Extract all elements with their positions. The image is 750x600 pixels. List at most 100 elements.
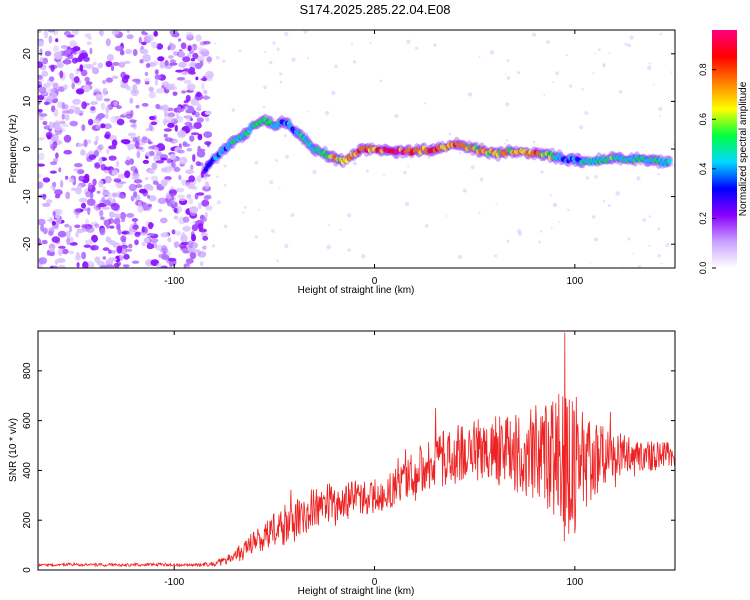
noise-blob bbox=[111, 192, 118, 198]
noise-speck bbox=[424, 102, 427, 105]
noise-blob bbox=[202, 95, 211, 100]
noise-blob bbox=[49, 170, 57, 174]
snr-x-axis-label: Height of straight line (km) bbox=[298, 586, 415, 597]
noise-blob bbox=[87, 198, 94, 202]
noise-speck bbox=[448, 132, 452, 136]
noise-blob bbox=[100, 216, 105, 221]
noise-speck bbox=[478, 56, 481, 58]
noise-speck bbox=[263, 85, 268, 90]
noise-speck bbox=[462, 188, 467, 193]
noise-speck bbox=[545, 40, 550, 44]
noise-blob bbox=[96, 190, 101, 194]
noise-blob bbox=[147, 141, 153, 145]
noise-blob bbox=[186, 83, 196, 91]
noise-blob bbox=[98, 179, 104, 188]
noise-blob bbox=[151, 162, 158, 171]
noise-blob bbox=[141, 226, 145, 235]
noise-blob bbox=[148, 195, 157, 202]
x-tick-label: 100 bbox=[566, 276, 583, 287]
noise-speck bbox=[347, 213, 352, 218]
noise-blob bbox=[123, 60, 131, 64]
noise-blob bbox=[83, 84, 91, 93]
ridge-blob bbox=[263, 117, 268, 123]
noise-blob bbox=[168, 55, 174, 59]
noise-blob bbox=[82, 63, 92, 69]
colorbar-ticks: 0.0 0.2 0.4 0.6 0.8 bbox=[698, 63, 716, 274]
noise-blob bbox=[121, 139, 131, 145]
noise-blob bbox=[83, 244, 92, 248]
noise-blob bbox=[103, 98, 111, 102]
noise-speck bbox=[660, 262, 663, 265]
noise-speck bbox=[331, 90, 336, 96]
noise-blob bbox=[87, 139, 92, 144]
noise-blob bbox=[56, 218, 62, 225]
noise-blob bbox=[178, 38, 182, 42]
noise-blob bbox=[190, 98, 199, 106]
noise-blob bbox=[111, 139, 118, 147]
snr-y-ticks: 0 200 400 600 800 bbox=[22, 362, 675, 573]
noise-blob bbox=[199, 261, 204, 267]
noise-speck bbox=[284, 244, 289, 249]
noise-blob bbox=[73, 76, 80, 84]
noise-blob bbox=[38, 80, 43, 89]
noise-blob bbox=[157, 197, 167, 204]
noise-blob bbox=[154, 146, 160, 152]
noise-blob bbox=[95, 135, 99, 142]
noise-blob bbox=[103, 199, 111, 206]
ridge-blob bbox=[286, 121, 292, 127]
noise-blob bbox=[148, 221, 154, 230]
noise-blob bbox=[99, 209, 104, 217]
noise-blob bbox=[191, 224, 199, 232]
noise-blob bbox=[52, 82, 59, 90]
noise-speck bbox=[424, 224, 429, 228]
noise-blob bbox=[167, 122, 175, 128]
noise-blob bbox=[86, 41, 93, 46]
noise-blob bbox=[38, 30, 42, 33]
noise-blob bbox=[102, 87, 108, 96]
noise-blob bbox=[44, 101, 50, 106]
noise-speck bbox=[648, 215, 651, 218]
noise-speck bbox=[658, 115, 661, 117]
noise-blob bbox=[195, 76, 199, 81]
ridge-blob bbox=[322, 149, 328, 155]
noise-blob bbox=[185, 31, 194, 38]
noise-blob bbox=[38, 181, 44, 189]
noise-blob bbox=[161, 180, 167, 187]
noise-blob bbox=[203, 131, 213, 139]
noise-speck bbox=[231, 108, 236, 112]
noise-speck bbox=[279, 80, 283, 84]
noise-blob bbox=[186, 265, 191, 268]
noise-blob bbox=[126, 213, 135, 218]
noise-blob bbox=[68, 236, 74, 244]
noise-blob bbox=[189, 206, 199, 214]
x-tick-label: 0 bbox=[372, 276, 378, 287]
noise-blob bbox=[98, 157, 103, 166]
noise-speck bbox=[627, 43, 632, 48]
noise-blob bbox=[102, 79, 107, 85]
noise-blob bbox=[73, 208, 81, 215]
noise-blob bbox=[155, 160, 165, 164]
noise-blob bbox=[82, 261, 89, 268]
noise-blob bbox=[182, 216, 190, 223]
noise-blob bbox=[132, 137, 139, 143]
noise-blob bbox=[106, 54, 114, 62]
snr-panel: -100 0 100 0 200 400 600 800 Height of straigh… bbox=[8, 330, 676, 597]
noise-speck bbox=[263, 51, 267, 54]
noise-blob bbox=[84, 218, 90, 226]
noise-speck bbox=[495, 203, 498, 206]
noise-blob bbox=[153, 154, 159, 162]
noise-speck bbox=[216, 175, 219, 178]
noise-blob bbox=[63, 84, 68, 90]
noise-blob bbox=[41, 239, 48, 245]
noise-blob bbox=[196, 175, 202, 183]
noise-speck bbox=[565, 54, 568, 57]
noise-speck bbox=[257, 209, 260, 212]
noise-blob bbox=[160, 217, 168, 224]
noise-speck bbox=[467, 92, 473, 97]
noise-blob bbox=[104, 133, 110, 139]
noise-blob bbox=[136, 150, 141, 159]
noise-speck bbox=[603, 199, 606, 203]
noise-blob bbox=[95, 93, 104, 100]
noise-blob bbox=[189, 135, 195, 142]
